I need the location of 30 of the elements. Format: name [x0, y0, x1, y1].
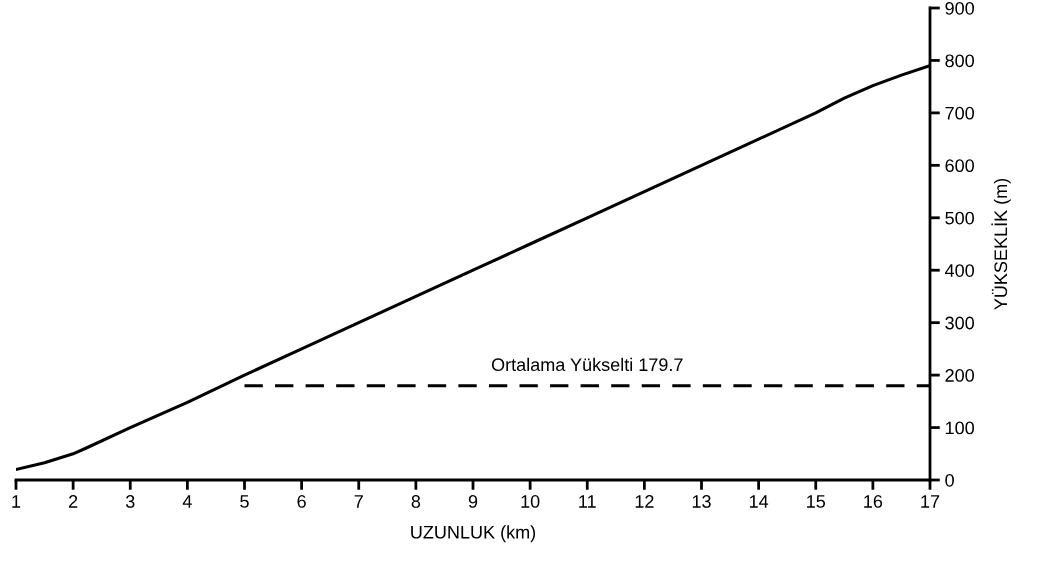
x-tick-label: 9 — [468, 495, 478, 508]
x-tick-label: 13 — [692, 495, 711, 508]
x-tick-label: 10 — [521, 495, 540, 508]
x-tick-label: 17 — [921, 495, 940, 508]
y-tick-label: 800 — [945, 54, 974, 68]
x-tick-label: 12 — [635, 495, 654, 508]
x-tick-label: 6 — [297, 495, 306, 508]
x-tick-label: 7 — [354, 495, 363, 508]
y-tick-label: 900 — [945, 1, 974, 15]
y-tick-label: 0 — [945, 473, 954, 487]
x-tick-label: 15 — [807, 495, 826, 508]
y-tick-label: 600 — [945, 159, 974, 173]
x-tick-label: 8 — [411, 495, 421, 508]
x-tick-label: 2 — [69, 495, 78, 508]
x-tick-label: 16 — [864, 495, 883, 508]
annotation: Ortalama Yükselti 179.7 — [491, 357, 683, 372]
y-tick-label: 700 — [945, 106, 974, 120]
x-tick-label: 3 — [125, 495, 135, 508]
x-tick-label: 11 — [579, 495, 596, 508]
y-tick-label: 500 — [945, 211, 974, 225]
y-tick-label: 100 — [945, 421, 974, 435]
x-axis-title: UZUNLUK (km) — [411, 525, 536, 543]
x-tick-label: 1 — [12, 495, 21, 508]
y-tick-label: 200 — [945, 369, 974, 382]
y-tick-label: 300 — [945, 316, 974, 330]
x-tick-label: 14 — [749, 495, 769, 508]
y-tick-label: 400 — [945, 264, 974, 277]
y-axis-title: YÜKSEKLİK (m) — [991, 178, 1011, 310]
x-tick-label: 4 — [182, 495, 192, 508]
x-tick-label: 5 — [240, 495, 249, 508]
